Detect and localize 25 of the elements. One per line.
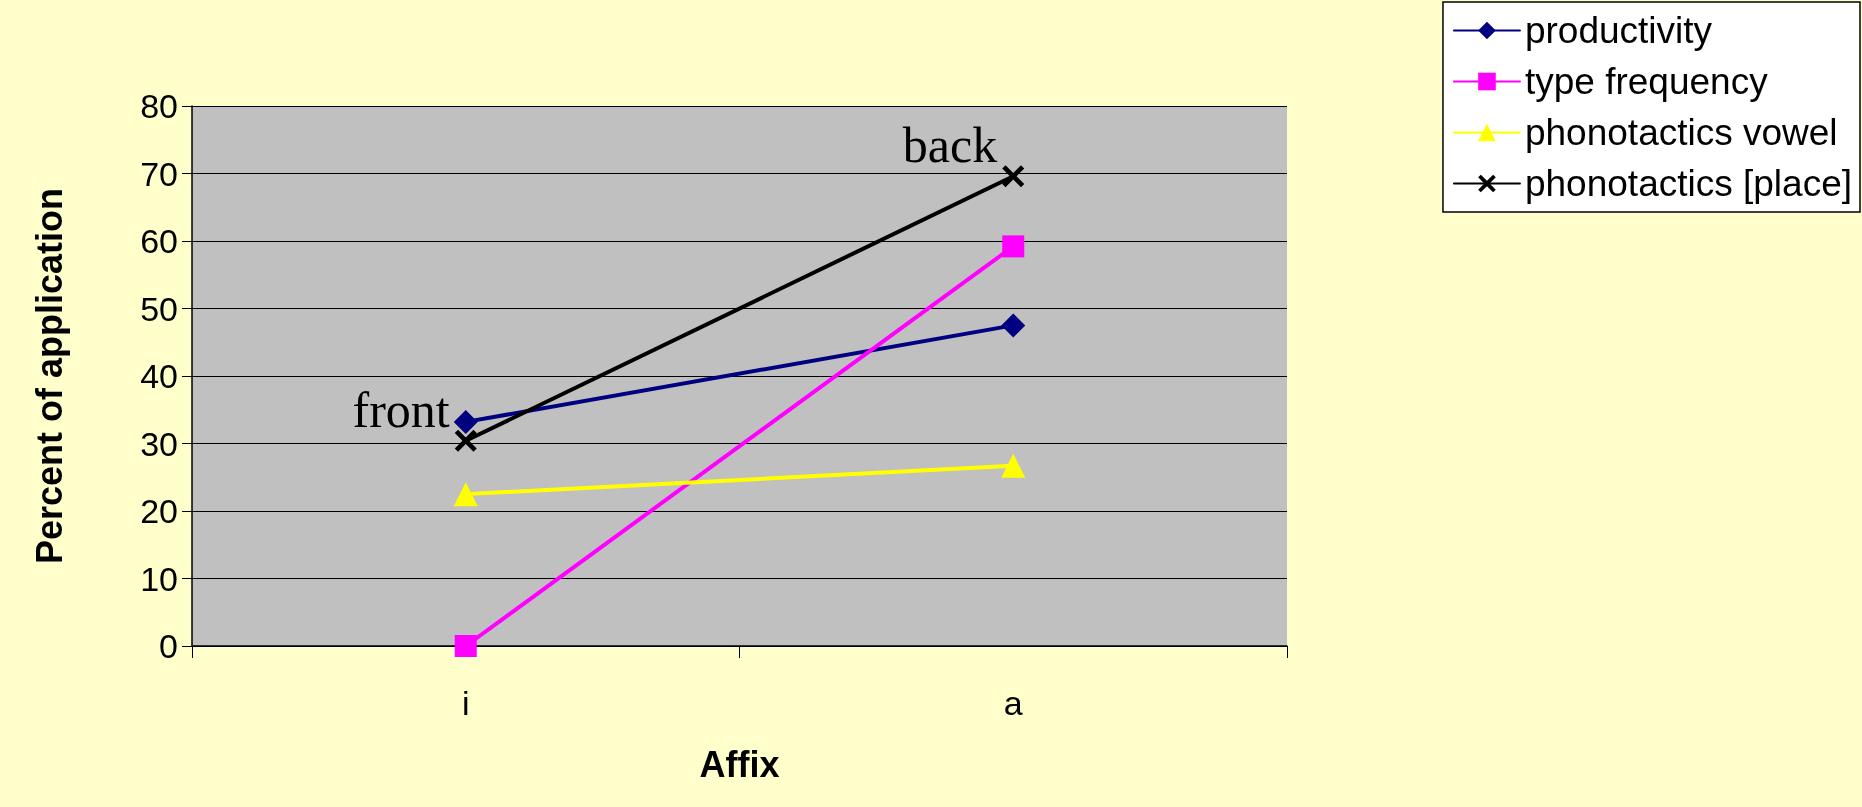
y-tick-label: 70 [140,154,178,193]
y-tick-label: 50 [140,289,178,328]
legend-label: productivity [1524,10,1713,51]
y-tick-label: 10 [140,559,178,598]
annotation: front [352,381,450,438]
legend-label: phonotactics [place] [1524,163,1853,204]
legend-label: type frequency [1524,61,1769,102]
x-tick-label: a [1003,684,1023,722]
point [1001,313,1026,338]
point [1002,235,1025,258]
point [453,409,478,434]
point [454,429,477,452]
y-tick-label: 40 [140,357,178,395]
y-tick-label: 80 [140,87,178,125]
legend-label: phonotactics vowel [1524,112,1838,153]
y-axis-title: Percent of application [28,187,70,565]
point [1002,165,1025,188]
y-tick-label: 60 [140,222,178,260]
x-axis-title: Affix [699,743,780,785]
x-tick-label: i [461,684,470,722]
y-tick-label: 0 [159,627,178,665]
point [454,635,477,657]
y-tick-label: 30 [140,424,178,463]
y-tick-label: 20 [140,492,178,530]
annotation: back [902,117,998,174]
